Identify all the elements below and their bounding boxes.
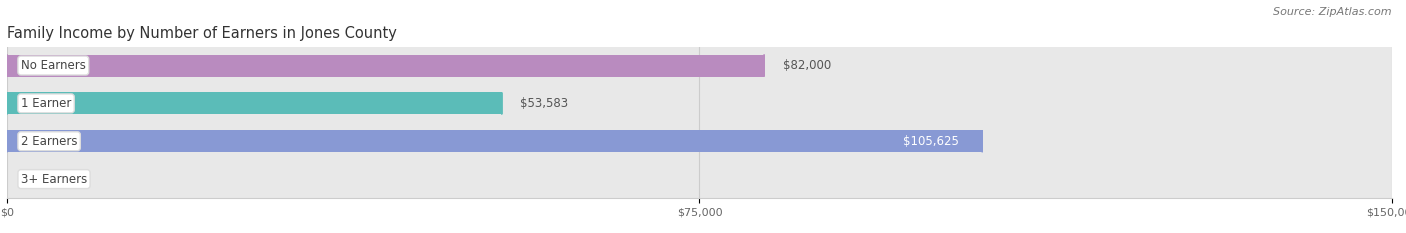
Text: $0: $0 (25, 173, 41, 186)
Bar (7, 130, 983, 152)
Bar (7, 93, 502, 114)
Bar (7, 122, 1392, 160)
Text: 3+ Earners: 3+ Earners (21, 173, 87, 186)
Text: Source: ZipAtlas.com: Source: ZipAtlas.com (1274, 7, 1392, 17)
Text: $53,583: $53,583 (520, 97, 568, 110)
Text: 1 Earner: 1 Earner (21, 97, 72, 110)
Bar (7, 47, 1392, 85)
Bar (7, 160, 1392, 198)
Text: $82,000: $82,000 (783, 59, 831, 72)
Text: 2 Earners: 2 Earners (21, 135, 77, 148)
Text: $105,625: $105,625 (903, 135, 959, 148)
Bar (7, 55, 763, 76)
Text: No Earners: No Earners (21, 59, 86, 72)
Bar (7, 85, 1392, 122)
Text: Family Income by Number of Earners in Jones County: Family Income by Number of Earners in Jo… (7, 26, 396, 41)
